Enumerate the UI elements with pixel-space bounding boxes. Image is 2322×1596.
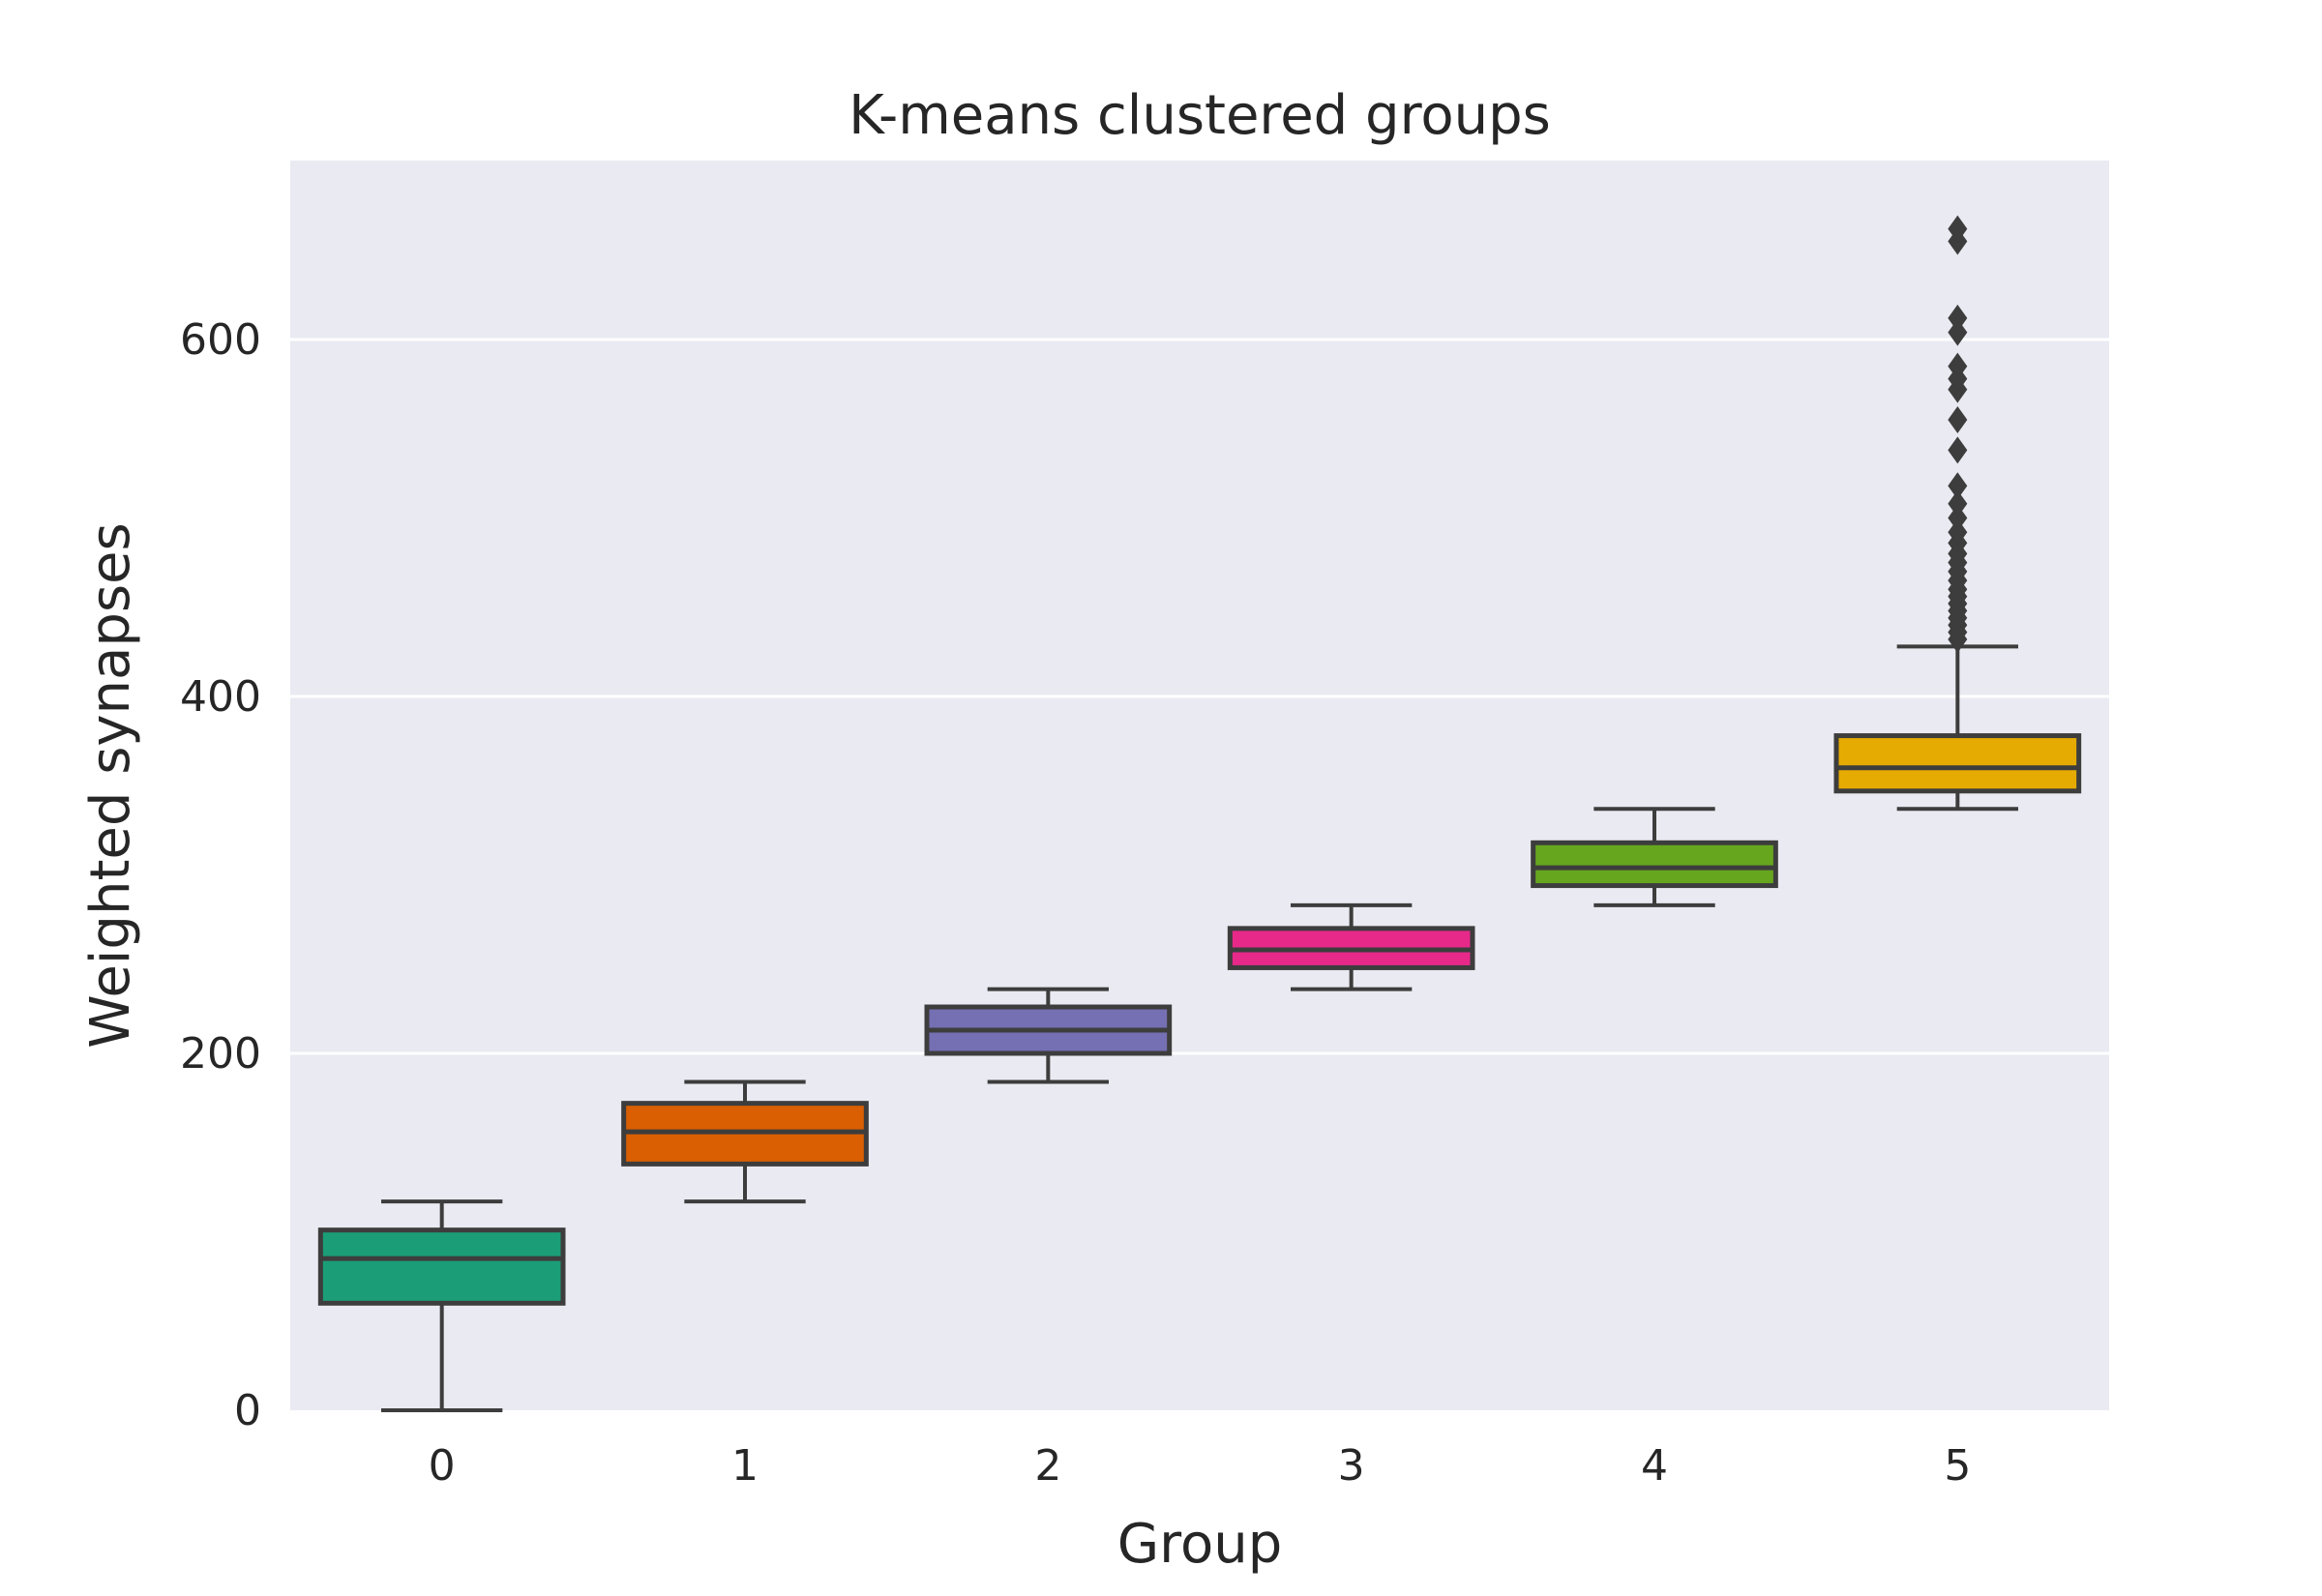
grid-lines xyxy=(290,338,2109,1055)
y-tick-label: 0 xyxy=(234,1386,261,1435)
box-5 xyxy=(1833,733,2082,794)
outlier-point xyxy=(1948,504,1968,532)
outlier-point xyxy=(1948,518,1968,547)
box-group-3 xyxy=(1227,902,1475,991)
box-group-1 xyxy=(621,1079,869,1204)
outlier-point xyxy=(1948,215,1968,243)
outlier-point xyxy=(1948,304,1968,332)
outlier-point xyxy=(1948,406,1968,434)
box-group-2 xyxy=(924,987,1173,1084)
plot-area xyxy=(290,161,2109,1410)
y-tick-label: 600 xyxy=(180,315,261,365)
x-axis-label: Group xyxy=(1117,1513,1283,1576)
outlier-point xyxy=(1948,318,1968,346)
x-tick-label: 0 xyxy=(429,1441,456,1491)
outlier-point xyxy=(1948,352,1968,380)
x-tick-label: 5 xyxy=(1944,1441,1971,1491)
y-axis-ticks: 0 200 400 600 xyxy=(180,315,261,1435)
box-group-4 xyxy=(1531,807,1778,907)
y-tick-label: 200 xyxy=(180,1029,261,1079)
x-tick-label: 2 xyxy=(1034,1441,1061,1491)
x-tick-label: 4 xyxy=(1641,1441,1668,1491)
chart-title: K-means clustered groups xyxy=(848,84,1551,147)
outlier-point xyxy=(1948,489,1968,517)
x-tick-label: 3 xyxy=(1338,1441,1365,1491)
y-axis-label: Weighted synapses xyxy=(79,522,142,1048)
boxes xyxy=(317,215,2082,1412)
x-tick-label: 1 xyxy=(731,1441,759,1491)
x-axis-ticks: 0 1 2 3 4 5 xyxy=(429,1441,1972,1491)
outlier-point xyxy=(1948,436,1968,464)
box-4 xyxy=(1531,840,1778,889)
box-group-0 xyxy=(317,1199,566,1412)
box-0 xyxy=(317,1227,566,1306)
outlier-point xyxy=(1948,472,1968,500)
box-group-5 xyxy=(1833,215,2082,812)
y-tick-label: 400 xyxy=(180,672,261,722)
